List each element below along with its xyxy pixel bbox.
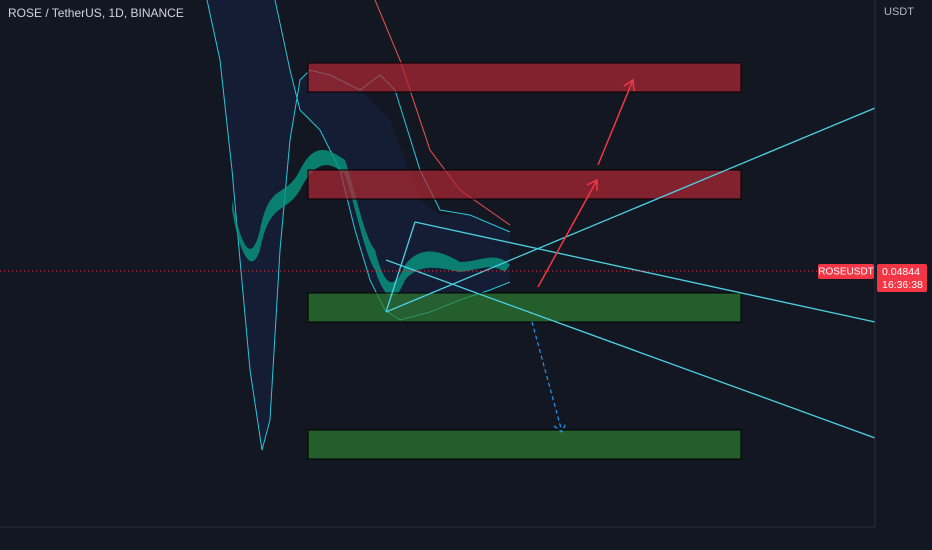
countdown: 16:36:38 — [882, 279, 923, 291]
symbol-label: ROSEUSDT — [818, 267, 874, 278]
resistance-zone — [307, 62, 742, 93]
moving-average — [374, 0, 511, 226]
trend-line — [385, 221, 416, 313]
price-ribbon — [232, 150, 510, 297]
bollinger-fill — [207, 0, 510, 450]
trend-line — [414, 221, 876, 323]
support-zone — [307, 292, 742, 323]
title: ROSE / TetherUS, 1D, BINANCE — [8, 6, 184, 20]
support-zone — [307, 429, 742, 460]
currency: USDT — [884, 6, 914, 18]
trend-line — [385, 107, 876, 313]
price-badge — [877, 264, 927, 292]
arrow — [597, 78, 635, 166]
arrow-down — [531, 321, 567, 433]
arrows-up — [537, 78, 635, 288]
arrow — [537, 178, 598, 288]
trend-line — [385, 259, 876, 439]
resistance-zone — [307, 169, 742, 200]
price-label: 0.04844 — [882, 266, 920, 278]
symbol-badge — [818, 264, 874, 279]
